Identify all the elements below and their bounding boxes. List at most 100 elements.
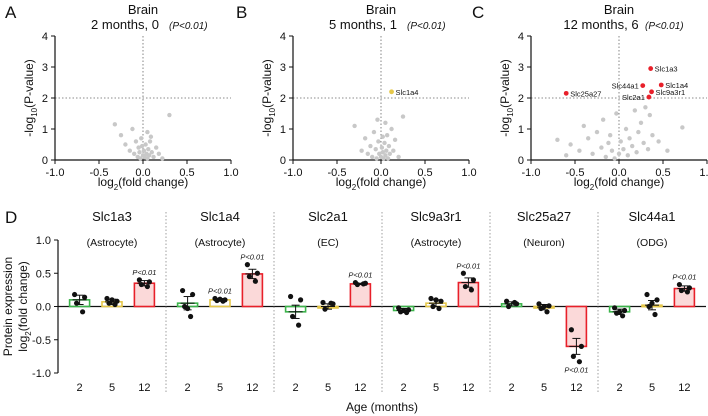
x-tick-label: 0.5	[179, 167, 194, 179]
data-point	[634, 150, 639, 155]
y-tick-label: 3	[518, 62, 524, 74]
data-point	[371, 129, 377, 135]
gene-name: Slc1a3	[92, 209, 132, 224]
data-point	[568, 142, 573, 147]
replicate-point	[470, 277, 476, 283]
replicate-point	[180, 287, 186, 294]
data-point	[139, 136, 144, 141]
data-point	[362, 136, 368, 141]
data-point	[383, 153, 388, 158]
data-point	[123, 142, 128, 147]
data-point	[400, 114, 406, 119]
x-tick-label: 0.0	[135, 167, 150, 179]
replicate-point	[438, 298, 444, 304]
data-point	[379, 145, 385, 150]
p-value-label: P<0.01	[564, 366, 588, 375]
p-value-label: P<0.01	[240, 253, 264, 262]
y-tick-label: 2	[42, 93, 48, 105]
replicate-point	[511, 299, 518, 306]
data-point	[151, 154, 156, 160]
data-point	[154, 145, 159, 150]
x-tick-label: 0.0	[373, 167, 388, 179]
replicate-point	[568, 327, 575, 333]
age-tick-label: 5	[109, 382, 115, 394]
replicate-point	[612, 305, 618, 311]
data-point	[612, 156, 617, 161]
y-tick-label: 3	[42, 62, 48, 74]
cell-type: (Astrocyte)	[411, 237, 462, 249]
p-threshold-note: (P<0.01)	[407, 21, 446, 32]
replicate-point	[506, 303, 512, 310]
age-tick-label: 12	[678, 382, 690, 394]
data-point	[384, 148, 389, 153]
replicate-point	[570, 353, 577, 359]
replicate-point	[188, 313, 194, 320]
age-tick-label: 5	[325, 382, 331, 394]
p-value-label: P<0.01	[132, 268, 156, 277]
replicate-point	[644, 291, 650, 298]
replicate-point	[462, 283, 468, 290]
replicate-point	[544, 309, 550, 315]
replicate-point	[649, 300, 655, 306]
y-tick-label: 1	[518, 124, 524, 136]
age-tick-label: 2	[509, 382, 515, 394]
data-point	[636, 129, 641, 135]
data-point	[555, 137, 560, 143]
age-tick-label: 2	[77, 382, 83, 394]
data-point	[370, 154, 375, 160]
age-tick-label: 12	[138, 382, 150, 394]
y-axis-label-line2: log2(fold change)	[16, 261, 33, 352]
data-point	[141, 148, 147, 153]
p-threshold-note: (P<0.01)	[645, 21, 684, 32]
x-tick-label: 1.0	[461, 167, 476, 179]
gene-group-slc44a1: Slc44a1 (ODG) 2 5 P<0.01 12	[597, 209, 696, 394]
data-point	[380, 150, 385, 155]
x-axis-label: log2(fold change)	[574, 175, 665, 192]
x-tick-label: -1.0	[522, 167, 541, 179]
gene-group-slc2a1: Slc2a1 (EC) 2 5 P<0.01 12	[273, 209, 372, 394]
y-tick-label: 0	[42, 155, 48, 167]
point-label: Slc1a4	[665, 81, 688, 90]
data-point	[606, 140, 611, 146]
age-tick-label: 12	[462, 382, 474, 394]
data-point	[623, 126, 629, 132]
data-point	[392, 137, 398, 143]
replicate-point	[138, 281, 144, 288]
data-point	[352, 123, 357, 129]
data-point	[137, 150, 142, 155]
replicate-point	[112, 301, 118, 308]
data-point	[359, 148, 364, 153]
x-tick-label: 0.5	[655, 167, 670, 179]
replicate-point	[322, 306, 328, 312]
data-point	[373, 146, 378, 152]
replicate-point	[190, 291, 196, 298]
data-point	[389, 126, 394, 132]
x-axis-label: Age (months)	[346, 400, 418, 414]
gene-name: Slc2a1	[308, 209, 348, 224]
cell-type: (Astrocyte)	[195, 237, 246, 249]
age-tick-label: 12	[354, 382, 366, 394]
data-point	[603, 154, 608, 160]
p-value-label: P<0.01	[672, 273, 696, 282]
replicate-point	[676, 281, 683, 288]
data-point	[645, 146, 651, 152]
data-point	[380, 134, 385, 139]
data-point	[375, 117, 380, 122]
p-value-label: P<0.01	[456, 261, 480, 270]
significant-point	[640, 83, 646, 88]
x-tick-label: 0.5	[417, 167, 432, 179]
panel-title: Brain	[128, 2, 158, 17]
y-tick-label: 4	[42, 31, 48, 43]
replicate-point	[254, 270, 260, 276]
data-point	[609, 148, 615, 153]
p-value-label: P<0.01	[208, 287, 232, 296]
data-point	[146, 153, 152, 158]
replicate-point	[684, 289, 691, 295]
data-point	[647, 112, 652, 118]
replicate-point	[396, 305, 402, 311]
data-point	[564, 153, 569, 158]
y-tick-label: 2	[280, 93, 286, 105]
